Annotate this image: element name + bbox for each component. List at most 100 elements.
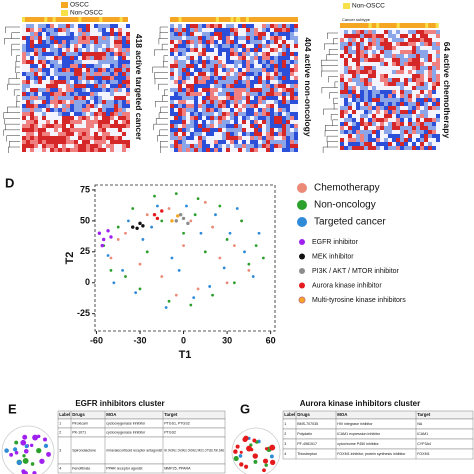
heatmap-cell xyxy=(190,116,194,120)
heatmap-cell xyxy=(178,96,182,100)
heatmap-cell xyxy=(400,126,404,130)
heatmap-cell xyxy=(22,64,26,68)
heatmap-cell xyxy=(46,32,50,36)
heatmap-cell xyxy=(230,40,234,44)
heatmap-cell xyxy=(22,36,26,40)
heatmap-cell xyxy=(214,40,218,44)
heatmap-cell xyxy=(424,110,428,114)
heatmap-cell xyxy=(424,106,428,110)
heatmap-cell xyxy=(58,28,62,32)
heatmap-cell xyxy=(372,50,376,54)
heatmap-cell xyxy=(356,138,360,142)
heatmap-cell xyxy=(368,110,372,114)
heatmap-cell xyxy=(368,30,372,34)
heatmap-cell xyxy=(400,50,404,54)
heatmap-cell xyxy=(254,132,258,136)
heatmap-cell xyxy=(198,44,202,48)
heatmap-cell xyxy=(34,88,38,92)
heatmap-cell xyxy=(86,72,90,76)
heatmap-cell xyxy=(226,24,230,28)
heatmap-cell xyxy=(186,96,190,100)
heatmap-cell xyxy=(106,120,110,124)
heatmap-cell xyxy=(218,40,222,44)
heatmap-cell xyxy=(50,116,54,120)
heatmap-cell xyxy=(246,36,250,40)
heatmap-cell xyxy=(424,54,428,58)
heatmap-cell xyxy=(344,70,348,74)
heatmap-cell xyxy=(352,126,356,130)
heatmap-cell xyxy=(436,30,440,34)
heatmap-cell xyxy=(54,88,58,92)
heatmap-cell xyxy=(344,42,348,46)
heatmap-cell xyxy=(428,118,432,122)
heatmap-cell xyxy=(436,70,440,74)
heatmap-cell xyxy=(122,120,126,124)
heatmap-cell xyxy=(110,124,114,128)
heatmap-cell xyxy=(368,86,372,90)
heatmap-cell xyxy=(384,50,388,54)
heatmap-label: 64 active chemotherapy xyxy=(442,42,452,139)
heatmap-cell xyxy=(98,76,102,80)
heatmap-cell xyxy=(86,120,90,124)
heatmap-cell xyxy=(98,32,102,36)
heatmap-cell xyxy=(90,92,94,96)
heatmap-cell xyxy=(186,136,190,140)
heatmap-cell xyxy=(50,76,54,80)
heatmap-cell xyxy=(282,84,286,88)
heatmap-cell xyxy=(408,62,412,66)
heatmap-cell xyxy=(396,46,400,50)
heatmap-cell xyxy=(254,80,258,84)
heatmap-cell xyxy=(178,132,182,136)
heatmap-cell xyxy=(262,144,266,148)
heatmap-cell xyxy=(74,68,78,72)
heatmap-cell xyxy=(198,100,202,104)
point xyxy=(225,281,229,285)
heatmap-cell xyxy=(178,44,182,48)
heatmap-cell xyxy=(242,104,246,108)
heatmap-cell xyxy=(98,56,102,60)
heatmap-cell xyxy=(182,60,186,64)
plot-frame xyxy=(94,184,276,332)
heatmap-cell xyxy=(230,64,234,68)
heatmap-cell xyxy=(82,144,86,148)
heatmap-cell xyxy=(194,104,198,108)
heatmap-cell xyxy=(340,102,344,106)
heatmap-cell xyxy=(424,138,428,142)
heatmap-cell xyxy=(266,144,270,148)
heatmap-cell xyxy=(250,24,254,28)
heatmap-cell xyxy=(214,80,218,84)
heatmap-cell xyxy=(400,142,404,146)
heatmap-cell xyxy=(344,142,348,146)
heatmap-cell xyxy=(34,64,38,68)
heatmap-cell xyxy=(238,140,242,144)
heatmap-cell xyxy=(432,66,436,70)
heatmap-cell xyxy=(340,46,344,50)
heatmap-cell xyxy=(376,46,380,50)
heatmap-cell xyxy=(174,24,178,28)
heatmap-cell xyxy=(376,58,380,62)
heatmap-cell xyxy=(294,104,298,108)
heatmap-cell xyxy=(170,52,174,56)
point xyxy=(164,306,168,309)
heatmap-cell xyxy=(432,118,436,122)
heatmap-cell xyxy=(50,108,54,112)
heatmap-cell xyxy=(234,92,238,96)
heatmap-cell xyxy=(54,64,58,68)
heatmap-cell xyxy=(70,128,74,132)
heatmap-cell xyxy=(190,24,194,28)
heatmap-cell xyxy=(214,100,218,104)
heatmap-cell xyxy=(66,140,70,144)
heatmap-cell xyxy=(186,80,190,84)
heatmap-cell xyxy=(282,96,286,100)
heatmap-cell xyxy=(106,100,110,104)
heatmap-cell xyxy=(388,126,392,130)
heatmap-cell xyxy=(238,60,242,64)
heatmap-cell xyxy=(230,52,234,56)
heatmap-cell xyxy=(412,86,416,90)
heatmap-cell xyxy=(380,122,384,126)
table-cell: Target xyxy=(417,412,431,417)
heatmap-cell xyxy=(340,114,344,118)
heatmap-cell xyxy=(110,52,114,56)
heatmap-cell xyxy=(290,120,294,124)
heatmap-cell xyxy=(290,76,294,80)
